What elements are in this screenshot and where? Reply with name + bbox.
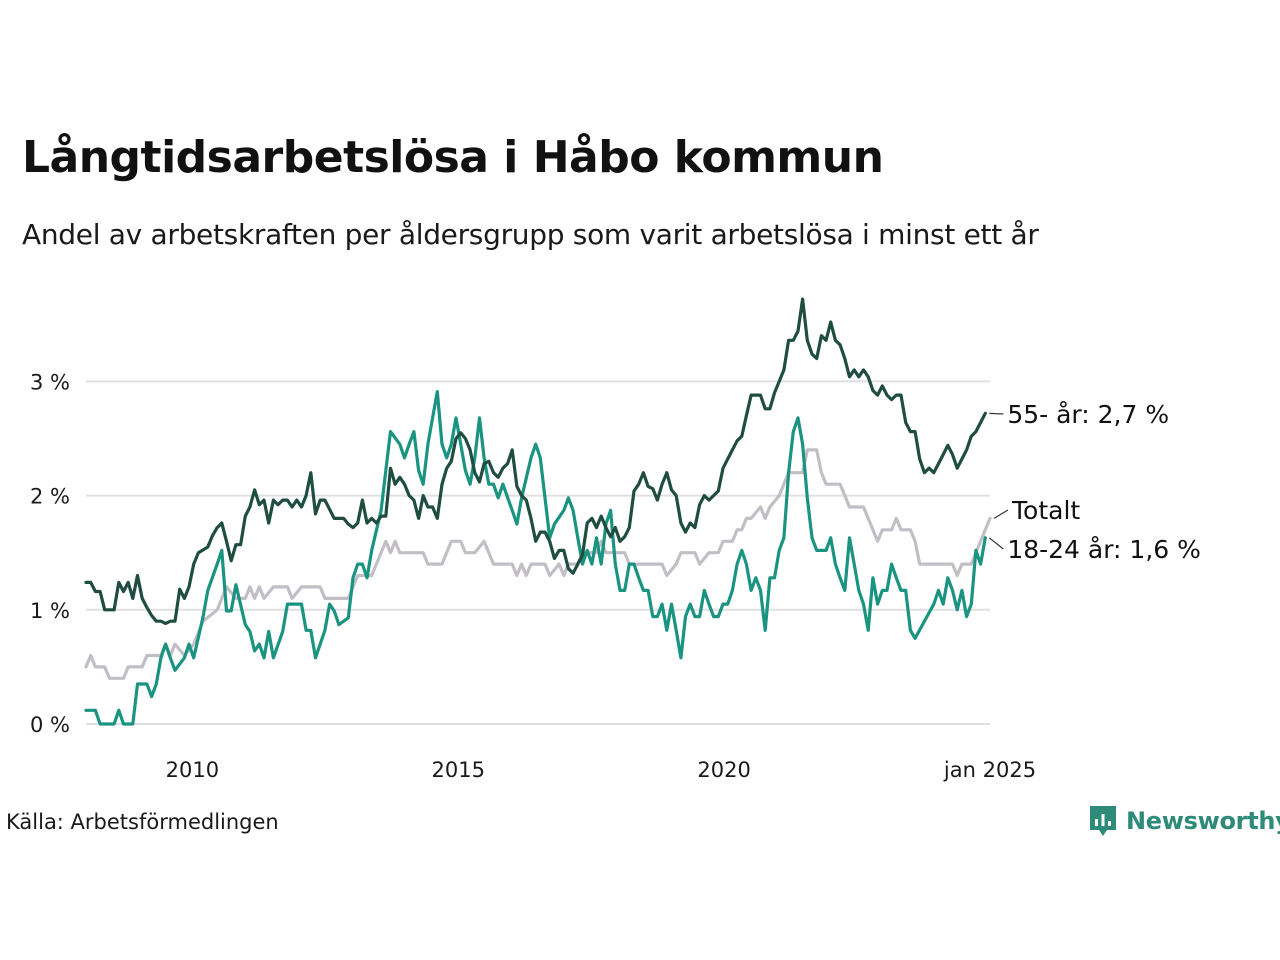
series-end-labels: Totalt 18-24 år: 1,6 % 55- år: 2,7 % [988,400,1201,564]
grid-lines [86,380,990,725]
series-end-label: 18-24 år: 1,6 % [1007,535,1201,564]
source-note: Källa: Arbetsförmedlingen [6,810,279,834]
x-tick-label: 2010 [166,758,219,782]
chart-title: Långtidsarbetslösa i Håbo kommun [22,132,884,183]
series-line-18-24-r [84,390,987,726]
x-axis-ticks: 2010 2015 2020 jan 2025 [166,758,1036,782]
y-tick-label: 1 % [30,599,70,623]
series-lines [84,297,992,726]
x-tick-label: jan 2025 [943,758,1036,782]
series-line-55-r [84,297,987,626]
x-tick-label: 2015 [432,758,485,782]
series-end-label: 55- år: 2,7 % [1007,400,1169,429]
y-tick-label: 0 % [30,713,70,737]
series-end-label: Totalt [1011,496,1080,525]
newsworthy-chart-icon [1090,806,1116,836]
end-label-leader [993,509,1009,519]
y-tick-label: 2 % [30,485,70,509]
brand-name: Newsworthy [1126,807,1280,835]
x-tick-label: 2020 [697,758,750,782]
y-tick-label: 3 % [30,370,70,394]
brand-logo: Newsworthy [1088,804,1280,838]
end-label-leader [989,412,1004,415]
y-axis-ticks: 0 % 1 % 2 % 3 % [30,370,70,737]
end-label-leader [988,537,1004,550]
chart-subtitle: Andel av arbetskraften per åldersgrupp s… [22,218,1039,251]
